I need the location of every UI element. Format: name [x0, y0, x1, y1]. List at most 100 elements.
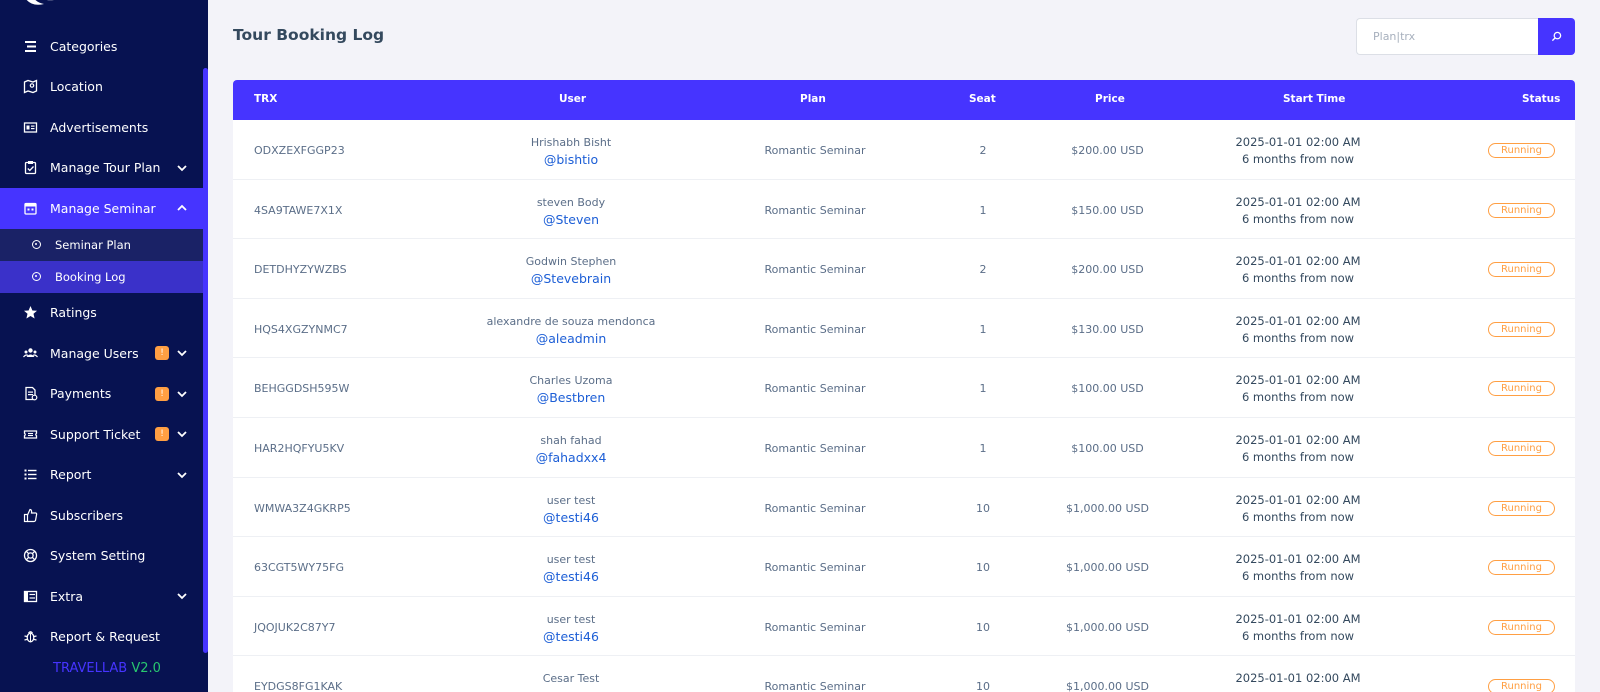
plan-cell: Romantic Seminar	[764, 382, 866, 396]
submenu-item-seminar-plan[interactable]: Seminar Plan	[0, 229, 203, 261]
start-time-cell: 2025-01-01 02:00 AM 6 months from now	[1213, 372, 1383, 406]
sidebar-item-label: Extra	[50, 588, 83, 604]
user-handle-link[interactable]: @testi46	[543, 628, 599, 644]
price-cell: $130.00 USD	[1071, 322, 1144, 336]
sidebar-item-subscribers[interactable]: Subscribers	[0, 495, 203, 536]
seat-cell: 1	[979, 322, 987, 336]
user-fullname: user test	[546, 493, 596, 507]
sidebar-item-label: Payments	[50, 386, 112, 402]
user-cell: user test @testi46	[466, 551, 676, 585]
trx-cell: EYDGS8FG1KAK	[254, 680, 343, 692]
sidebar-menu: Categories Location Advertisements Manage T…	[0, 26, 203, 657]
start-time-relative: 6 months from now	[1241, 152, 1355, 166]
search-input[interactable]	[1356, 18, 1538, 55]
sidebar-item-label: System Setting	[50, 548, 146, 564]
seat-cell: 1	[979, 203, 987, 217]
seat-cell: 10	[976, 620, 990, 634]
chevron-up-icon	[176, 202, 188, 214]
sidebar-item-label: Categories	[50, 38, 118, 54]
chevron-down-icon	[176, 388, 188, 400]
sidebar-item-manage-seminar[interactable]: Manage Seminar	[0, 188, 203, 229]
sidebar-item-categories[interactable]: Categories	[0, 26, 203, 67]
start-time-value: 2025-01-01 02:00 AM	[1235, 194, 1361, 209]
sidebar-item-ratings[interactable]: Ratings	[0, 293, 203, 334]
chevron-down-icon	[176, 469, 188, 481]
plan-cell: Romantic Seminar	[764, 263, 866, 277]
sidebar-item-label: Advertisements	[50, 119, 149, 135]
search-button[interactable]	[1538, 18, 1575, 55]
seat-cell: 2	[979, 144, 987, 157]
user-handle-link[interactable]: @aleadmin	[535, 330, 607, 346]
notification-badge: !	[155, 427, 169, 442]
ad-icon	[23, 120, 38, 135]
trx-cell: 4SA9TAWE7X1X	[254, 203, 343, 217]
submenu-item-booking-log[interactable]: Booking Log	[0, 260, 203, 293]
start-time-relative: 6 months from now	[1241, 271, 1355, 286]
sidebar-item-support-ticket[interactable]: Support Ticket!	[0, 414, 203, 455]
notification-badge: !	[155, 386, 169, 401]
start-time-relative: 6 months from now	[1241, 628, 1355, 643]
notification-badge: !	[155, 346, 169, 361]
start-time-cell: 2025-01-01 02:00 AM 6 months from now	[1213, 134, 1383, 168]
table-row: ODXZEXFGGP23 Hrishabh Bisht @bishtio Romant…	[233, 120, 1575, 180]
user-fullname: shah fahad	[540, 433, 602, 447]
start-time-value: 2025-01-01 02:00 AM	[1235, 432, 1361, 447]
sidebar-item-report-and-request[interactable]: Report & Request	[0, 617, 203, 658]
start-time-value: 2025-01-01 02:00 AM	[1235, 135, 1361, 149]
table-row: JQOJUK2C87Y7 user test @testi46 Romantic Se…	[233, 597, 1575, 657]
table-row: 63CGT5WY75FG user test @testi46 Romantic Se…	[233, 537, 1575, 597]
sidebar-item-label: Report	[50, 467, 92, 483]
user-handle-link[interactable]: @testi46	[543, 569, 599, 585]
seat-cell: 10	[976, 561, 990, 575]
payment-icon	[23, 386, 38, 401]
trx-cell: JQOJUK2C87Y7	[254, 620, 336, 634]
user-handle-link[interactable]: @Bestbren	[536, 390, 606, 406]
start-time-value: 2025-01-01 02:00 AM	[1235, 611, 1361, 626]
user-handle-link[interactable]: @bishtio	[543, 152, 599, 167]
status-badge: Running	[1488, 500, 1555, 516]
booking-table: TRX User Plan Seat Price Start Time Stat…	[233, 80, 1575, 692]
price-cell: $150.00 USD	[1071, 203, 1144, 217]
sidebar-item-payments[interactable]: Payments!	[0, 374, 203, 415]
seat-cell: 2	[979, 263, 987, 277]
user-handle-link[interactable]: @testi46	[543, 509, 599, 525]
trx-cell: ODXZEXFGGP23	[254, 144, 345, 157]
sidebar-item-advertisements[interactable]: Advertisements	[0, 107, 203, 148]
life-ring-icon	[23, 548, 38, 563]
start-time-cell: 2025-01-01 02:00 AM 6 months from now	[1213, 313, 1383, 347]
plan-cell: Romantic Seminar	[764, 322, 866, 336]
user-handle-link[interactable]: @Stevebrain	[530, 271, 612, 287]
trx-cell: 63CGT5WY75FG	[254, 561, 344, 575]
start-time-relative: 6 months from now	[1241, 449, 1355, 464]
sidebar-item-manage-users[interactable]: Manage Users!	[0, 333, 203, 374]
sidebar-item-report[interactable]: Report	[0, 455, 203, 496]
seminar-submenu: Seminar Plan Booking Log	[0, 228, 203, 293]
header-user: User	[559, 93, 587, 105]
header-seat: Seat	[969, 93, 996, 105]
status-badge: Running	[1488, 560, 1555, 576]
sidebar-item-system-setting[interactable]: System Setting	[0, 536, 203, 577]
page-title: Tour Booking Log	[233, 26, 385, 44]
sidebar-scrollbar[interactable]	[203, 68, 208, 653]
chevron-down-icon	[176, 428, 188, 440]
user-handle-link[interactable]: @Steven	[542, 211, 600, 227]
start-time-relative: 6 months from now	[1241, 569, 1355, 584]
table-row: EYDGS8FG1KAK Cesar Test Romantic Seminar 10…	[233, 656, 1575, 692]
status-badge: Running	[1488, 381, 1555, 397]
price-cell: $100.00 USD	[1071, 441, 1144, 455]
submenu-item-label: Booking Log	[55, 269, 126, 284]
user-cell: Charles Uzoma @Bestbren	[466, 372, 676, 406]
price-cell: $100.00 USD	[1071, 382, 1144, 396]
sidebar-item-extra[interactable]: Extra	[0, 576, 203, 617]
user-handle-link[interactable]: @fahadxx4	[535, 449, 607, 465]
sidebar-item-manage-tour-plan[interactable]: Manage Tour Plan	[0, 148, 203, 189]
seat-cell: 10	[976, 501, 990, 515]
user-cell: alexandre de souza mendonca @aleadmin	[466, 313, 676, 347]
submenu-item-label: Seminar Plan	[55, 237, 131, 252]
price-cell: $1,000.00 USD	[1066, 680, 1149, 692]
status-badge: Running	[1488, 321, 1555, 337]
trx-cell: HAR2HQFYU5KV	[254, 441, 345, 455]
user-cell: steven Body @Steven	[466, 194, 676, 228]
sidebar-item-location[interactable]: Location	[0, 67, 203, 108]
categories-icon	[23, 39, 38, 54]
